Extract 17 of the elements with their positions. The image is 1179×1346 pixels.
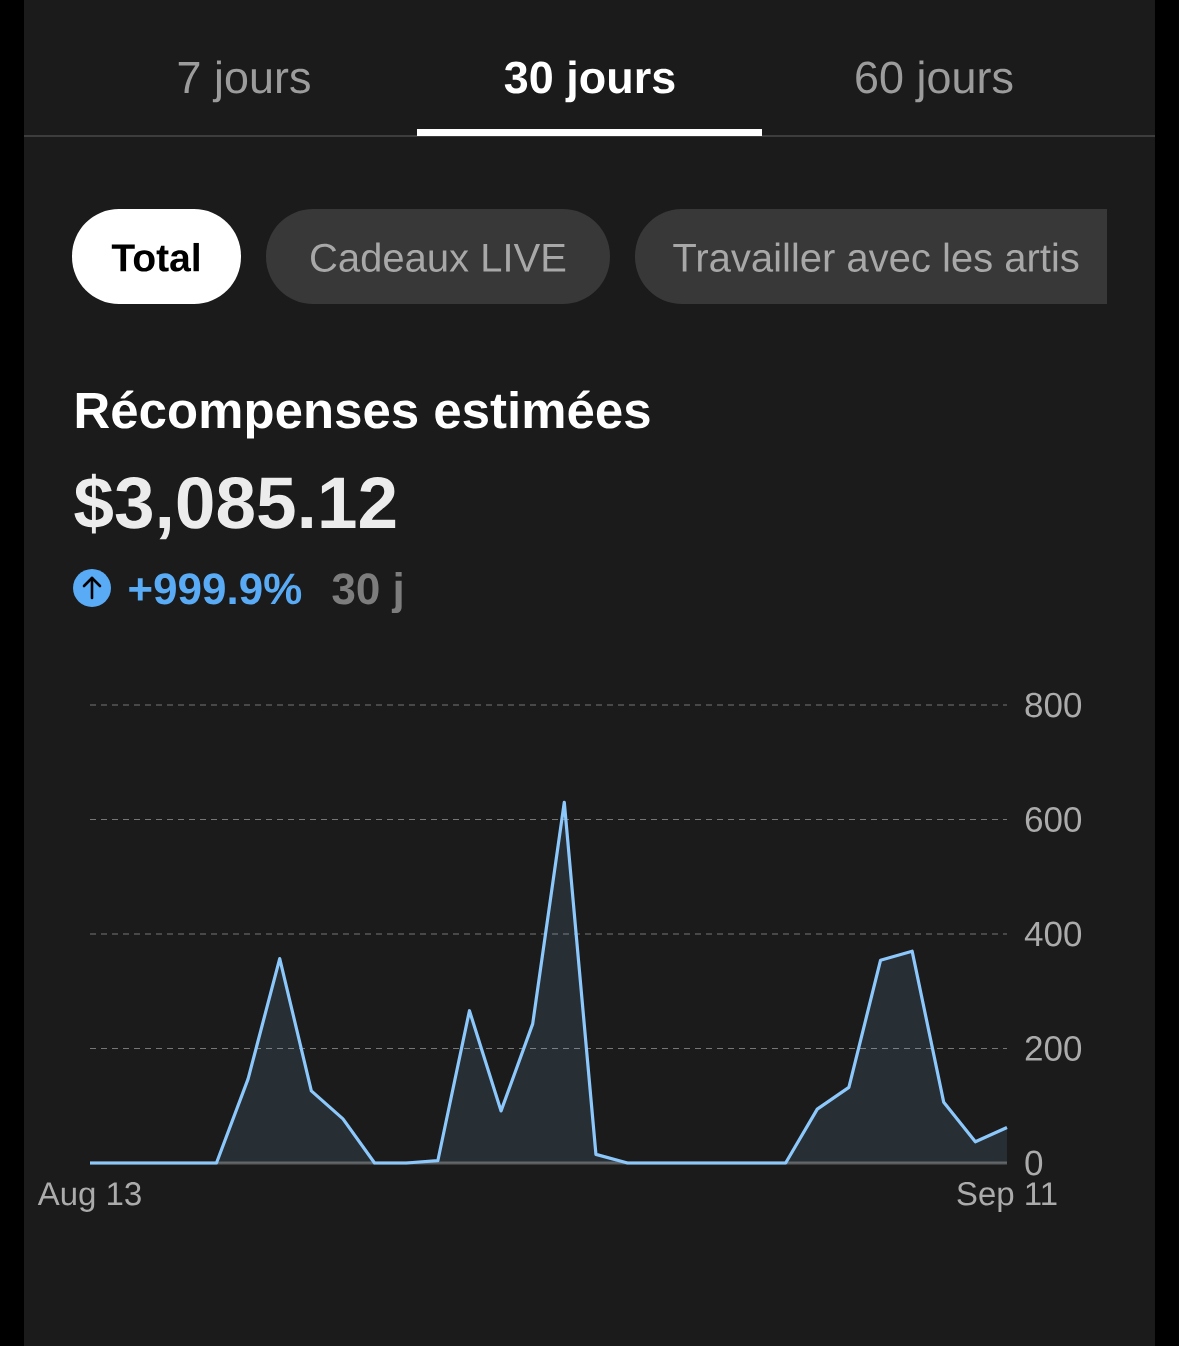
text: 60 jours <box>856 60 1013 103</box>
text: 30 jours <box>504 60 675 103</box>
text: Travailler avec les artis <box>673 242 1079 272</box>
text: 7 jours <box>178 60 310 103</box>
chart-title: Récompenses estimées <box>76 390 650 439</box>
text: +999.9% <box>129 573 302 605</box>
y-tick-label: 600 <box>1025 807 1082 832</box>
text: 30 j <box>332 572 402 614</box>
y-tick-label: 800 <box>1025 692 1082 718</box>
text: Cadeaux LIVE <box>311 242 566 272</box>
text: Total <box>111 242 199 272</box>
chart-subtitle: $3,085.12 <box>74 473 396 540</box>
x-tick-label: Sep 11 <box>957 1182 1057 1212</box>
x-tick-label: Aug 13 <box>37 1182 141 1212</box>
y-tick-label: 200 <box>1025 1036 1082 1061</box>
y-tick-label: 400 <box>1024 921 1082 947</box>
y-tick-label: 0 <box>1025 1150 1043 1176</box>
